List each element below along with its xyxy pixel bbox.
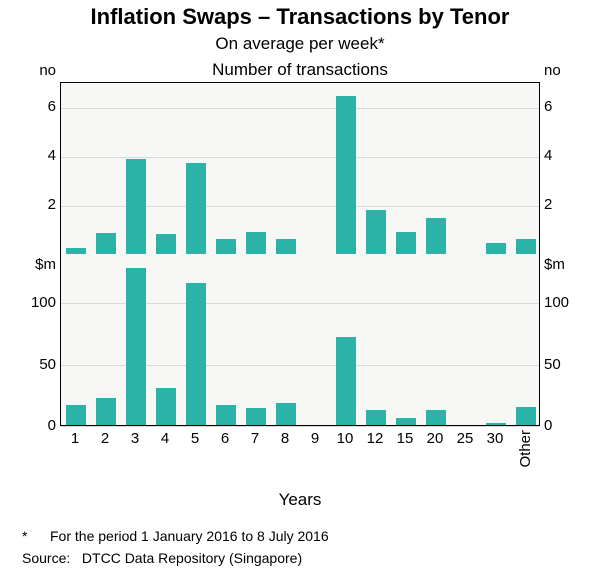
source: Source: DTCC Data Repository (Singapore) xyxy=(22,550,578,566)
bar xyxy=(336,96,356,254)
y-tick-label: 50 xyxy=(544,356,594,373)
x-tick-label: 12 xyxy=(360,430,390,447)
x-tick-label: 6 xyxy=(210,430,240,447)
source-label: Source: xyxy=(22,550,70,566)
y-tick-label: 2 xyxy=(544,196,594,213)
bar xyxy=(516,239,536,254)
y-tick-label: 4 xyxy=(544,147,594,164)
bar xyxy=(186,283,206,426)
x-tick-label: 7 xyxy=(240,430,270,447)
top-chart-area xyxy=(60,82,540,254)
x-tick-label: 8 xyxy=(270,430,300,447)
y-tick-label: 0 xyxy=(544,417,594,434)
x-tick-label: 9 xyxy=(300,430,330,447)
bar xyxy=(246,408,266,425)
bar xyxy=(156,388,176,425)
bar xyxy=(486,423,506,425)
x-tick-label: Other xyxy=(517,430,533,468)
y-tick-label: 100 xyxy=(544,294,594,311)
bar xyxy=(156,234,176,254)
gridline xyxy=(61,157,539,158)
x-tick-label: 25 xyxy=(450,430,480,447)
footnote: *For the period 1 January 2016 to 8 July… xyxy=(22,528,578,544)
bar xyxy=(366,410,386,425)
y-tick-label: 0 xyxy=(6,417,56,434)
y-tick-label: 50 xyxy=(6,356,56,373)
bar xyxy=(426,410,446,425)
bar xyxy=(246,232,266,254)
bar xyxy=(216,405,236,425)
y-tick-label: 100 xyxy=(6,294,56,311)
bar xyxy=(126,268,146,425)
x-tick-label: 1 xyxy=(60,430,90,447)
bar xyxy=(516,407,536,425)
y-tick-label: 6 xyxy=(544,98,594,115)
bar xyxy=(396,418,416,425)
bottom-chart-area xyxy=(60,254,540,426)
footnote-text: For the period 1 January 2016 to 8 July … xyxy=(50,528,329,544)
x-tick-label: 2 xyxy=(90,430,120,447)
x-tick-label: 3 xyxy=(120,430,150,447)
gridline xyxy=(61,108,539,109)
x-axis-label: Years xyxy=(0,490,600,510)
source-text: DTCC Data Repository (Singapore) xyxy=(82,550,302,566)
bar xyxy=(126,159,146,254)
bar xyxy=(336,337,356,425)
x-tick-label: 10 xyxy=(330,430,360,447)
footnote-marker: * xyxy=(22,528,50,544)
x-tick-label: 5 xyxy=(180,430,210,447)
bar xyxy=(486,243,506,254)
bar xyxy=(96,398,116,425)
y-tick-label: 6 xyxy=(6,98,56,115)
x-tick-label: 4 xyxy=(150,430,180,447)
bar xyxy=(186,163,206,254)
bar xyxy=(216,239,236,254)
x-tick-label: 15 xyxy=(390,430,420,447)
bar xyxy=(366,210,386,254)
x-tick-label: 30 xyxy=(480,430,510,447)
gridline xyxy=(61,426,539,427)
x-tick-label: 20 xyxy=(420,430,450,447)
bar xyxy=(396,232,416,254)
top-panel-title: Number of transactions xyxy=(0,60,600,80)
bar xyxy=(96,233,116,254)
chart-title: Inflation Swaps – Transactions by Tenor xyxy=(0,4,600,30)
bar xyxy=(426,218,446,254)
bar xyxy=(276,403,296,425)
figure: Inflation Swaps – Transactions by Tenor … xyxy=(0,0,600,588)
chart-subtitle: On average per week* xyxy=(0,34,600,54)
y-tick-label: 2 xyxy=(6,196,56,213)
bar xyxy=(276,239,296,254)
bar xyxy=(66,405,86,425)
y-tick-label: 4 xyxy=(6,147,56,164)
